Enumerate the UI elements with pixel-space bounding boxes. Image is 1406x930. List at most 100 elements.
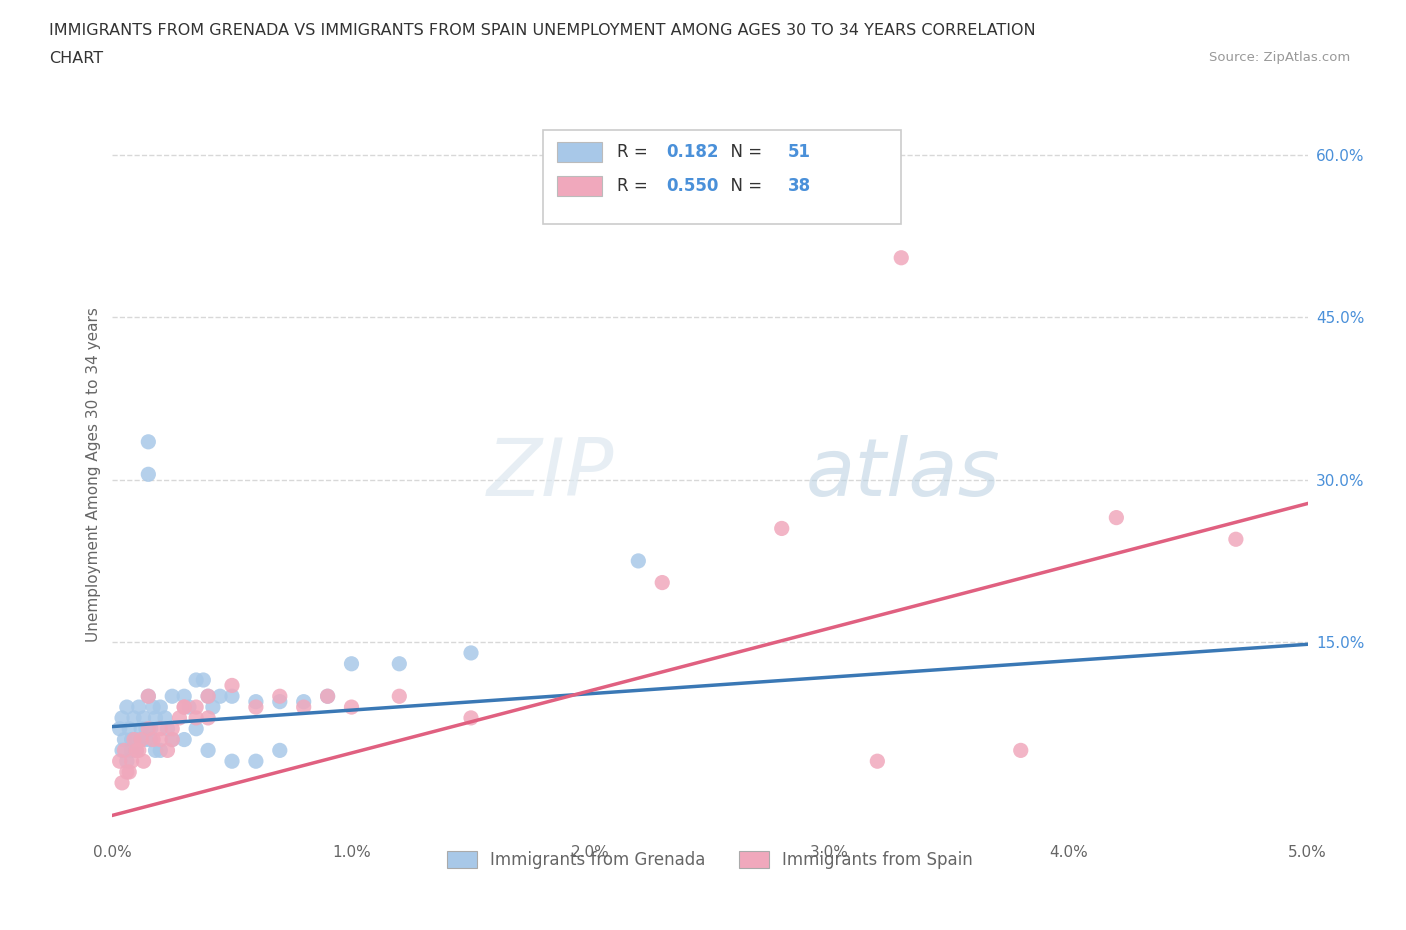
Point [162, 732, 183, 747]
Point [627, 553, 650, 568]
Point [129, 732, 152, 747]
Point [186, 672, 208, 687]
Point [122, 732, 145, 747]
FancyBboxPatch shape [557, 142, 603, 163]
Point [173, 699, 195, 714]
Point [245, 754, 267, 769]
Point [114, 743, 135, 758]
Point [221, 689, 243, 704]
Point [115, 699, 138, 714]
Text: ZIP: ZIP [486, 435, 614, 513]
Point [460, 645, 482, 660]
Point [139, 722, 162, 737]
Point [121, 743, 143, 758]
Point [129, 732, 152, 747]
Point [118, 764, 141, 779]
Text: IMMIGRANTS FROM GRENADA VS IMMIGRANTS FROM SPAIN UNEMPLOYMENT AMONG AGES 30 TO 3: IMMIGRANTS FROM GRENADA VS IMMIGRANTS FR… [49, 23, 1036, 38]
Point [114, 732, 135, 747]
Legend: Immigrants from Grenada, Immigrants from Spain: Immigrants from Grenada, Immigrants from… [440, 844, 980, 876]
Point [173, 699, 195, 714]
Point [132, 754, 155, 769]
Point [128, 743, 150, 758]
Point [269, 694, 291, 709]
Point [111, 743, 134, 758]
Point [209, 689, 232, 704]
Point [162, 689, 183, 704]
Point [292, 699, 315, 714]
Point [162, 732, 183, 747]
Point [340, 657, 363, 671]
Point [388, 689, 411, 704]
Point [122, 711, 145, 725]
Point [125, 743, 148, 758]
Y-axis label: Unemployment Among Ages 30 to 34 years: Unemployment Among Ages 30 to 34 years [86, 307, 101, 642]
Point [460, 711, 482, 725]
Text: 0.550: 0.550 [666, 178, 718, 195]
Point [115, 754, 138, 769]
Point [132, 711, 155, 725]
Point [138, 434, 160, 449]
Point [111, 711, 134, 725]
Text: CHART: CHART [49, 51, 103, 66]
Point [138, 467, 160, 482]
Point [108, 754, 131, 769]
Point [149, 699, 172, 714]
Point [156, 743, 179, 758]
Point [292, 694, 315, 709]
Point [138, 689, 160, 704]
Point [177, 699, 200, 714]
Point [316, 689, 339, 704]
Point [197, 743, 219, 758]
Point [121, 732, 143, 747]
Point [221, 754, 243, 769]
Point [173, 732, 195, 747]
Point [388, 657, 411, 671]
Point [138, 689, 160, 704]
Point [138, 722, 160, 737]
Point [193, 672, 215, 687]
Point [197, 689, 219, 704]
Point [201, 699, 224, 714]
Text: 38: 38 [787, 178, 811, 195]
Point [1225, 532, 1247, 547]
Point [135, 732, 157, 747]
Text: N =: N = [720, 178, 766, 195]
Point [125, 743, 148, 758]
Point [145, 743, 167, 758]
Point [121, 754, 143, 769]
Point [269, 743, 291, 758]
Point [186, 699, 208, 714]
Point [142, 732, 165, 747]
Point [125, 732, 148, 747]
FancyBboxPatch shape [543, 130, 901, 224]
Point [111, 776, 134, 790]
Text: R =: R = [617, 178, 652, 195]
Point [186, 722, 208, 737]
FancyBboxPatch shape [557, 176, 603, 196]
Point [245, 699, 267, 714]
Point [128, 699, 150, 714]
Text: N =: N = [720, 143, 766, 161]
Point [1105, 511, 1128, 525]
Point [139, 732, 162, 747]
Text: Source: ZipAtlas.com: Source: ZipAtlas.com [1209, 51, 1350, 64]
Point [651, 575, 673, 590]
Point [245, 694, 267, 709]
Point [173, 689, 195, 704]
Point [890, 250, 912, 265]
Point [115, 764, 138, 779]
Text: 51: 51 [787, 143, 811, 161]
Point [129, 722, 152, 737]
Point [149, 743, 172, 758]
Point [142, 699, 165, 714]
Point [340, 699, 363, 714]
Point [770, 521, 793, 536]
Point [149, 732, 172, 747]
Point [1010, 743, 1032, 758]
Point [197, 711, 219, 725]
Point [186, 711, 208, 725]
Point [108, 722, 131, 737]
Point [145, 711, 167, 725]
Point [156, 722, 179, 737]
Point [866, 754, 889, 769]
